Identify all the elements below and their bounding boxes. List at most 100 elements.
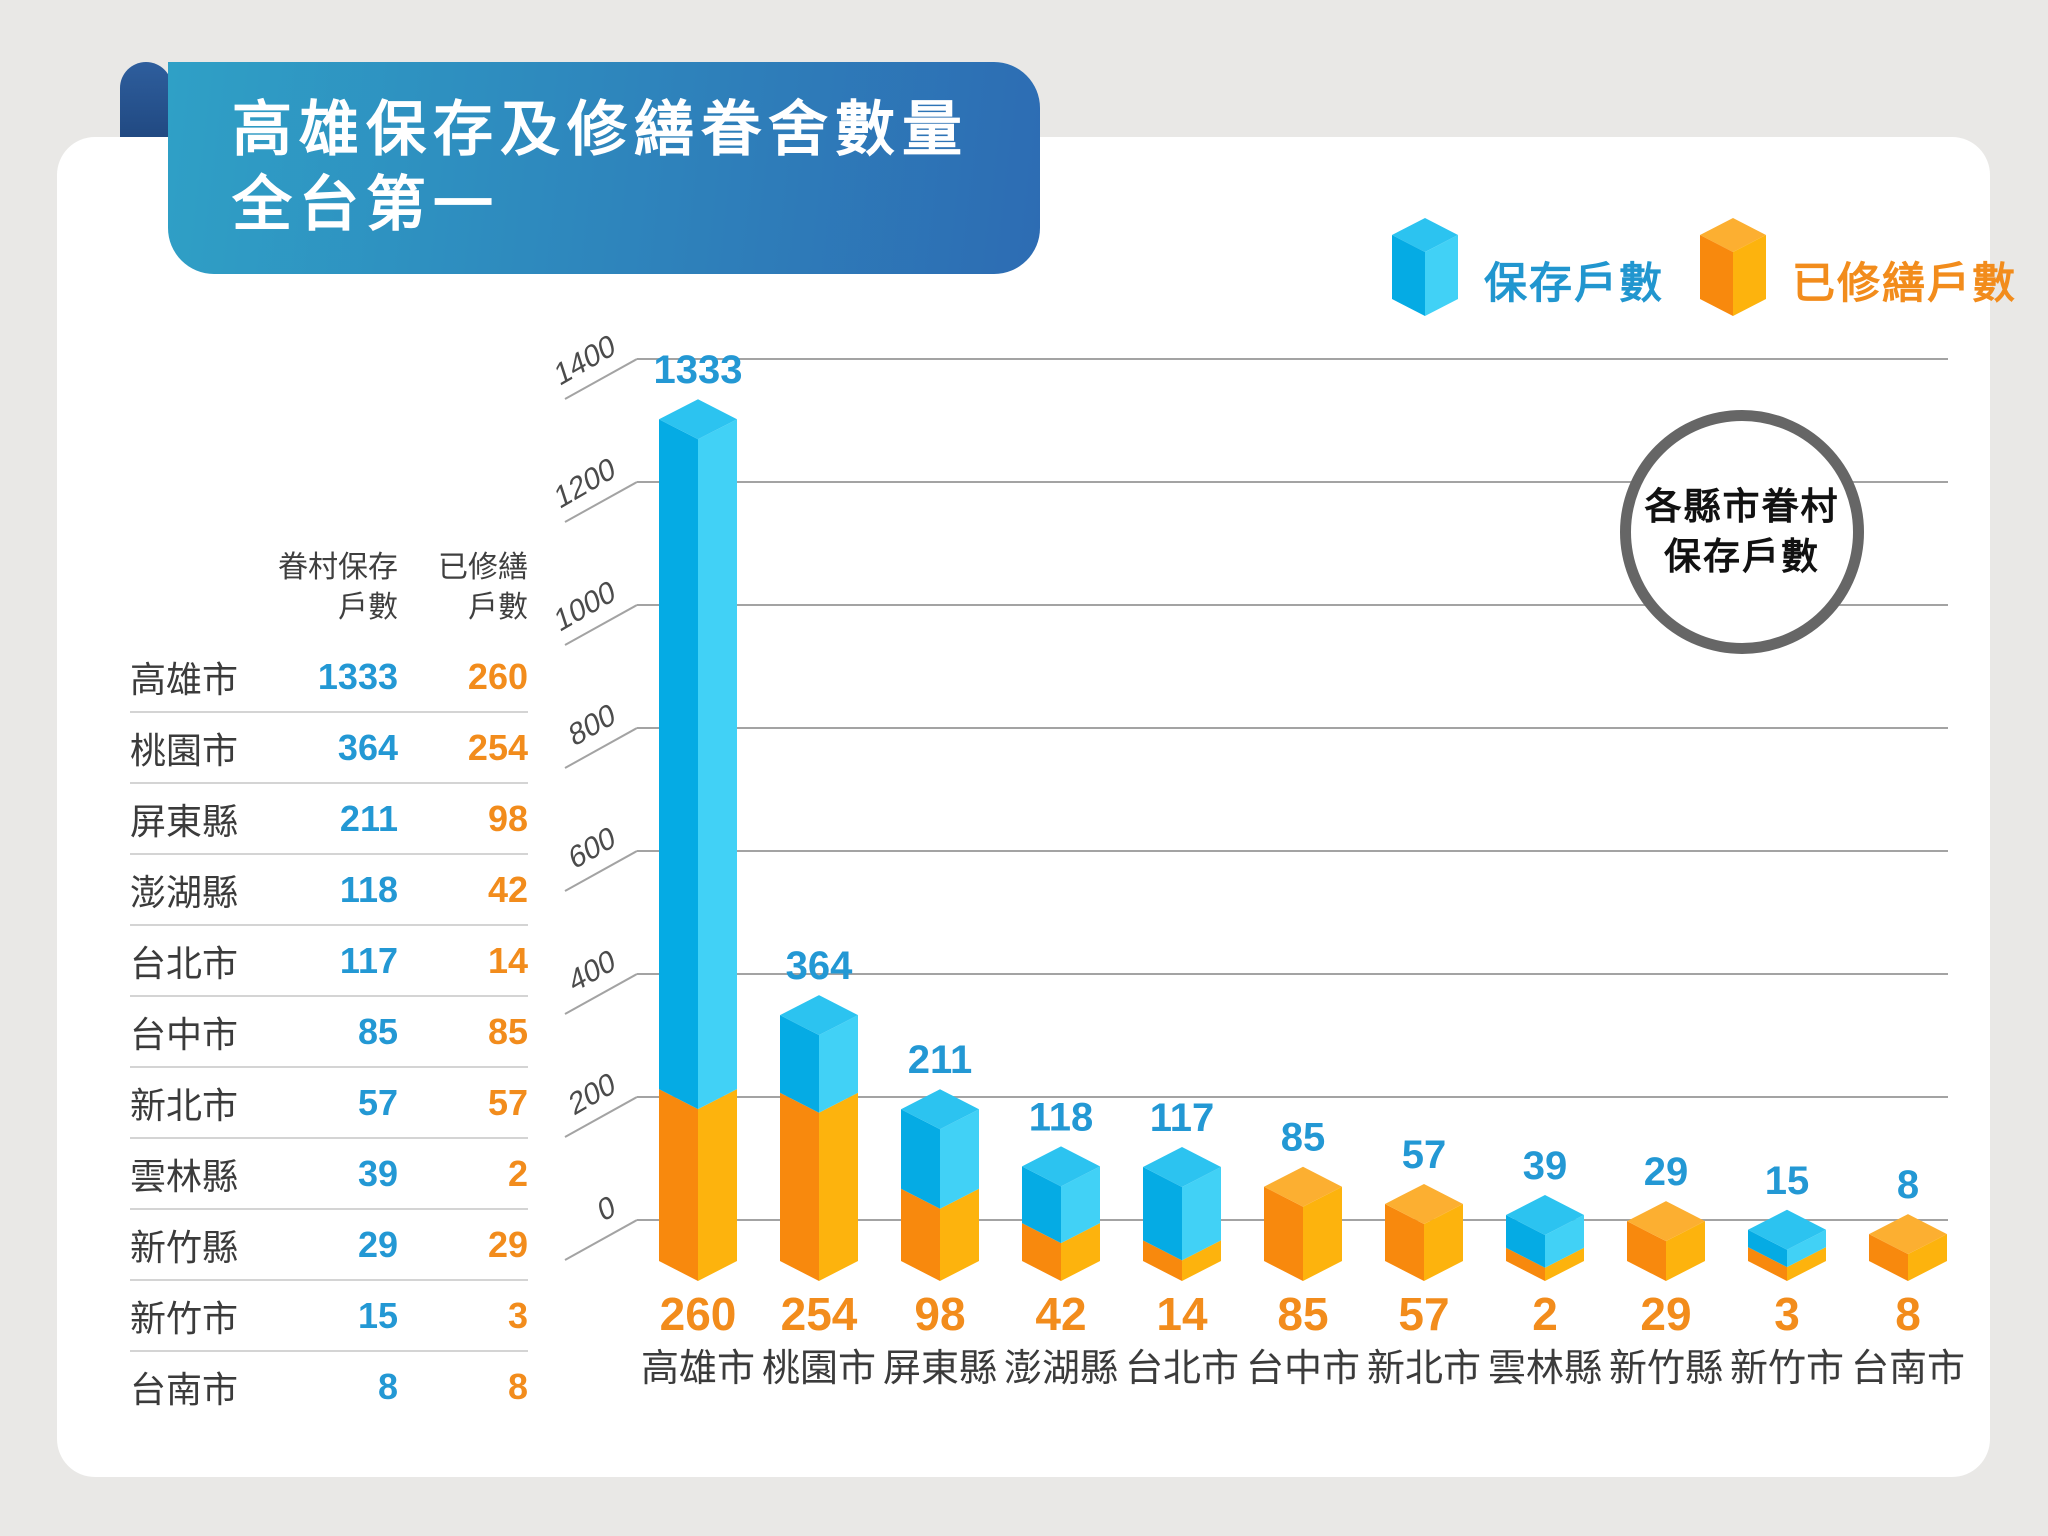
bar-preserved-value-label: 1333 xyxy=(654,348,743,392)
table-header-spacer xyxy=(130,548,248,628)
bar-repaired-value-label: 260 xyxy=(660,1288,737,1340)
y-axis-tick-label: 200 xyxy=(566,1066,620,1123)
bar-city-label: 高雄市 xyxy=(641,1348,755,1390)
bar-city-label: 新竹市 xyxy=(1730,1348,1844,1390)
table-row: 台北市 117 14 xyxy=(130,924,528,995)
table-repaired-value: 85 xyxy=(487,1010,528,1052)
bar-repaired-value-label: 42 xyxy=(1035,1288,1086,1340)
bar-preserved-value-label: 85 xyxy=(1281,1116,1326,1160)
table-repaired-value: 260 xyxy=(467,655,528,697)
bar-preserved-value-label: 117 xyxy=(1150,1096,1215,1140)
y-axis-tick-label: 400 xyxy=(566,943,620,1000)
legend-item-preserved: 保存戶數 xyxy=(1392,218,1664,316)
table-row: 台中市 85 85 xyxy=(130,995,528,1066)
table-city-name: 台中市 xyxy=(130,1013,239,1055)
table-preserved-value: 211 xyxy=(339,797,398,839)
table-repaired-value: 42 xyxy=(487,868,528,910)
table-row: 台南市 8 8 xyxy=(130,1350,528,1421)
table-preserved-value: 364 xyxy=(337,726,398,768)
table-preserved-value: 39 xyxy=(357,1152,398,1194)
chart-legend: 保存戶數 已修繕戶數 xyxy=(1392,218,2017,316)
table-city-name: 新北市 xyxy=(130,1084,239,1126)
blue-cube-icon xyxy=(1392,218,1458,316)
y-axis-tick-label: 600 xyxy=(566,820,620,877)
table-row: 新竹縣 29 29 xyxy=(130,1208,528,1279)
table-repaired-value: 29 xyxy=(487,1223,528,1265)
table-preserved-value: 8 xyxy=(377,1365,398,1407)
table-preserved-value: 85 xyxy=(357,1010,398,1052)
annotation-line-2: 保存戶數 xyxy=(1664,536,1820,577)
bar-preserved-value-label: 57 xyxy=(1402,1133,1447,1177)
table-city-name: 新竹市 xyxy=(130,1297,239,1339)
data-table: 眷村保存 戶數 已修繕 戶數 高雄市 1333 260 桃園市 364 254 屏東縣 211… xyxy=(130,548,528,1421)
table-row: 屏東縣 211 98 xyxy=(130,782,528,853)
y-axis-tick-label: 800 xyxy=(566,697,620,754)
bar-repaired-value-label: 14 xyxy=(1156,1288,1208,1340)
bar-city-label: 新北市 xyxy=(1367,1348,1481,1390)
table-row: 高雄市 1333 260 xyxy=(130,642,528,711)
table-city-name: 屏東縣 xyxy=(130,800,239,842)
bar-city-label: 屏東縣 xyxy=(883,1348,997,1390)
bar-preserved-value-label: 39 xyxy=(1523,1144,1568,1188)
table-preserved-value: 57 xyxy=(357,1081,398,1123)
bar-preserved-value-label: 15 xyxy=(1765,1159,1810,1203)
y-axis-tick-label: 0 xyxy=(594,1189,619,1229)
bar-city-label: 桃園市 xyxy=(762,1348,876,1390)
table-repaired-value: 14 xyxy=(487,939,528,981)
table-repaired-value: 57 xyxy=(487,1081,528,1123)
table-preserved-value: 29 xyxy=(357,1223,398,1265)
table-row: 雲林縣 39 2 xyxy=(130,1137,528,1208)
table-city-name: 新竹縣 xyxy=(130,1226,239,1268)
bar-city-label: 澎湖縣 xyxy=(1004,1348,1118,1390)
table-city-name: 台南市 xyxy=(130,1368,239,1410)
bar-repaired-value-label: 29 xyxy=(1640,1288,1691,1340)
page-title-line-1: 高雄保存及修繕眷舍數量 xyxy=(232,96,969,163)
legend-item-repaired: 已修繕戶數 xyxy=(1700,218,2017,316)
y-axis-tick-label: 1200 xyxy=(551,451,619,516)
bar-city-label: 台北市 xyxy=(1125,1348,1239,1390)
table-repaired-value: 8 xyxy=(507,1365,528,1407)
table-header-preserved: 眷村保存 戶數 xyxy=(278,551,398,624)
table-city-name: 桃園市 xyxy=(130,729,239,771)
table-repaired-value: 3 xyxy=(507,1294,528,1336)
title-banner: 高雄保存及修繕眷舍數量 全台第一 xyxy=(168,62,1040,274)
bar-city-label: 台南市 xyxy=(1851,1348,1965,1390)
orange-cube-icon xyxy=(1700,218,1766,316)
bar-repaired-value-label: 85 xyxy=(1277,1288,1328,1340)
table-row: 新北市 57 57 xyxy=(130,1066,528,1137)
y-axis-tick-label: 1400 xyxy=(551,328,619,393)
table-preserved-value: 1333 xyxy=(317,655,398,697)
table-preserved-value: 118 xyxy=(339,868,398,910)
bar-preserved-value-label: 118 xyxy=(1029,1095,1094,1139)
bar-city-label: 台中市 xyxy=(1246,1348,1360,1390)
bar-preserved-value-label: 211 xyxy=(908,1038,973,1082)
table-city-name: 高雄市 xyxy=(130,658,239,700)
bar-preserved-value-label: 29 xyxy=(1644,1150,1689,1194)
table-row: 澎湖縣 118 42 xyxy=(130,853,528,924)
bar-preserved-value-label: 364 xyxy=(786,944,853,988)
table-row: 桃園市 364 254 xyxy=(130,711,528,782)
table-row: 新竹市 15 3 xyxy=(130,1279,528,1350)
legend-label-repaired: 已修繕戶數 xyxy=(1792,260,2017,308)
table-repaired-value: 2 xyxy=(507,1152,528,1194)
bar-repaired-value-label: 98 xyxy=(914,1288,965,1340)
table-preserved-value: 15 xyxy=(357,1294,398,1336)
bar-repaired-value-label: 254 xyxy=(781,1288,858,1340)
y-axis-tick-label: 1000 xyxy=(551,574,619,639)
chart-annotation-circle: 各縣市眷村 保存戶數 xyxy=(1620,410,1864,654)
table-preserved-value: 117 xyxy=(339,939,398,981)
annotation-line-1: 各縣市眷村 xyxy=(1644,486,1840,527)
table-city-name: 台北市 xyxy=(130,942,239,984)
table-city-name: 澎湖縣 xyxy=(130,871,239,913)
bar-repaired-value-label: 3 xyxy=(1774,1288,1800,1340)
table-repaired-value: 254 xyxy=(467,726,528,768)
bar-repaired-value-label: 57 xyxy=(1398,1288,1449,1340)
bar-repaired-value-label: 8 xyxy=(1895,1288,1921,1340)
table-header-row: 眷村保存 戶數 已修繕 戶數 xyxy=(130,548,528,628)
bar-preserved-value-label: 8 xyxy=(1897,1163,1919,1207)
bar-city-label: 新竹縣 xyxy=(1609,1348,1723,1390)
bar-repaired-value-label: 2 xyxy=(1532,1288,1558,1340)
legend-label-preserved: 保存戶數 xyxy=(1484,260,1664,308)
